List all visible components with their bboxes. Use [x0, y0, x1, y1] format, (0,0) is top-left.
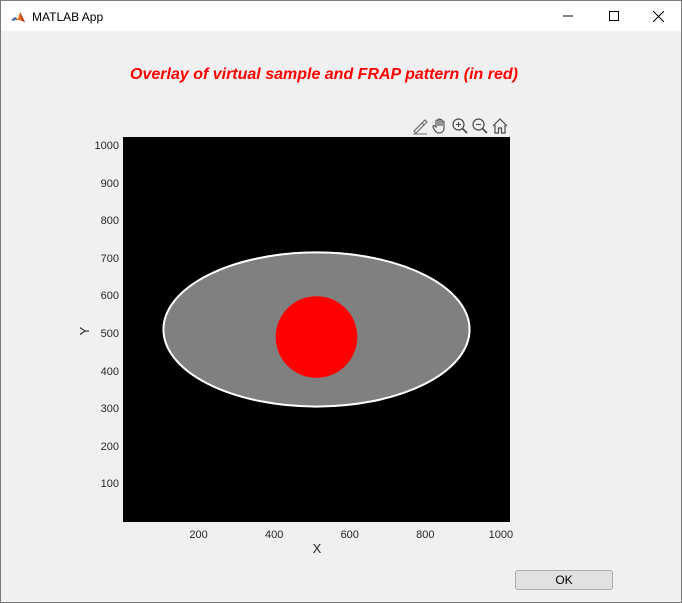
y-tick-label: 100 [100, 478, 119, 491]
axes-toolbar [410, 116, 510, 136]
y-tick-label: 900 [100, 177, 119, 190]
x-tick-label: 800 [416, 529, 435, 541]
y-tick-label: 800 [100, 215, 119, 228]
maximize-button[interactable] [591, 1, 637, 31]
y-tick-label: 600 [100, 290, 119, 303]
image-axes[interactable] [123, 137, 510, 522]
zoom-in-icon [452, 118, 468, 134]
app-content: Overlay of virtual sample and FRAP patte… [1, 31, 681, 602]
maximize-icon [609, 11, 619, 21]
zoom-in-tool[interactable] [450, 116, 470, 136]
x-tick-label: 400 [264, 529, 284, 541]
minimize-icon [563, 15, 573, 17]
x-tick-label: 600 [340, 529, 359, 541]
y-tick-label: 1000 [94, 140, 119, 153]
pan-hand-icon [432, 118, 445, 134]
home-icon [492, 118, 508, 134]
zoom-out-icon [472, 118, 488, 134]
brush-icon [413, 119, 428, 135]
frap-pattern-circle [275, 296, 358, 378]
ok-button[interactable]: OK [515, 570, 613, 590]
brush-tool[interactable] [410, 116, 430, 136]
y-tick-label: 200 [100, 440, 119, 453]
pan-tool[interactable] [430, 116, 450, 136]
x-axis-label: X [312, 541, 322, 556]
matlab-logo-icon [10, 9, 26, 25]
y-tick-label: 500 [100, 328, 119, 340]
zoom-out-tool[interactable] [470, 116, 490, 136]
title-bar[interactable]: MATLAB App [1, 1, 681, 31]
x-tick-label: 1000 [488, 529, 514, 541]
y-tick-label: 700 [100, 252, 119, 265]
window-title: MATLAB App [32, 10, 104, 24]
y-axis-label: Y [77, 326, 92, 336]
home-tool[interactable] [490, 116, 510, 136]
y-tick-label: 400 [100, 365, 119, 378]
minimize-button[interactable] [545, 1, 591, 31]
close-button[interactable] [635, 1, 681, 31]
x-tick-label: 200 [189, 529, 208, 541]
close-icon [652, 10, 664, 22]
y-tick-label: 300 [100, 403, 119, 416]
plot-title: Overlay of virtual sample and FRAP patte… [130, 66, 518, 83]
